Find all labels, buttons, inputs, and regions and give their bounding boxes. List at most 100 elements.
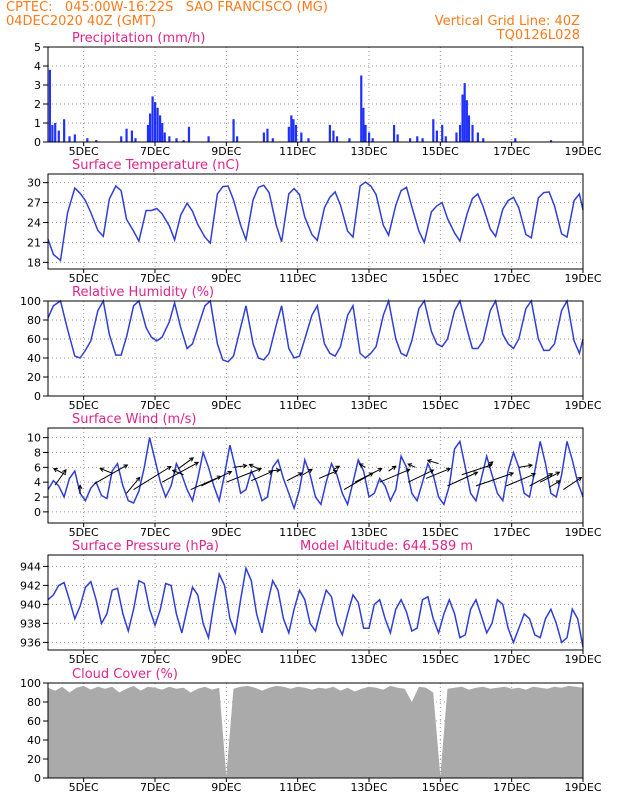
x-tick-label: 17DEC (493, 145, 530, 158)
wind-arrow-head (429, 469, 435, 474)
wind-arrow (318, 469, 339, 479)
y-tick-label: 20 (27, 753, 41, 766)
header-station: CPTEC: 045:00W-16:22S SAO FRANCISCO (MG) (6, 0, 328, 15)
x-tick-label: 17DEC (493, 272, 530, 285)
x-tick-label: 17DEC (493, 653, 530, 666)
wind-arrow-head (171, 469, 177, 474)
y-tick-label: 21 (27, 236, 41, 249)
precip-bar (368, 132, 371, 142)
x-tick-label: 13DEC (350, 399, 387, 412)
x-tick-label: 7DEC (140, 526, 170, 539)
precip-bar (51, 124, 54, 142)
wind-arrow (269, 467, 281, 473)
panel-annotation: Model Altitude: 644.589 m (300, 539, 473, 554)
wind-arrow (425, 467, 452, 479)
wind-arrow-shaft (539, 471, 560, 483)
precip-bar (360, 75, 363, 142)
wind-arrow (248, 463, 259, 470)
wind-arrow-head (509, 471, 515, 477)
x-tick-label: 19DEC (564, 526, 601, 539)
precip-bar (262, 132, 265, 142)
wind-arrow (201, 470, 233, 487)
precip-bar (271, 138, 274, 142)
x-tick-label: 17DEC (493, 399, 530, 412)
wind-arrow-head (77, 484, 83, 490)
precip-bar (187, 126, 191, 142)
x-tick-label: 15DEC (422, 653, 459, 666)
plot-area (48, 428, 583, 523)
panel-title: Relative Humidity (%) (72, 285, 214, 300)
precip-bar (151, 96, 154, 142)
wind-arrow-shaft (447, 471, 478, 487)
x-tick-label: 7DEC (140, 653, 170, 666)
wind-arrow-shaft (201, 471, 232, 487)
precip-bar (163, 132, 166, 142)
plot-area (48, 301, 583, 396)
wind-arrow-head (391, 465, 397, 470)
precip-bar (158, 115, 162, 142)
precip-bar (54, 123, 57, 142)
wind-arrow-shaft (249, 463, 259, 470)
wind-arrow-head (333, 469, 339, 475)
plot-frame (47, 300, 584, 397)
x-tick-label: 7DEC (140, 145, 170, 158)
x-tick-label: 19DEC (564, 781, 601, 794)
wind-arrow-shaft (133, 466, 172, 491)
precip-bar (292, 119, 295, 142)
y-tick-label: 0 (34, 390, 41, 403)
y-tick-label: 20 (27, 371, 41, 384)
wind-arrow-shaft (54, 469, 67, 486)
precip-bar (207, 136, 210, 142)
wind-arrow (408, 469, 435, 483)
wind-arrow-shaft (563, 477, 582, 491)
wind-arrow-shaft (126, 477, 141, 494)
wind-arrow-shaft (408, 469, 434, 483)
y-tick-label: 2 (34, 491, 41, 504)
wind-arrow-shaft (379, 468, 410, 483)
precip-bar (463, 83, 466, 142)
y-tick-label: 100 (20, 295, 41, 308)
wind-arrow-head (62, 468, 67, 474)
precip-bar (86, 138, 89, 142)
wind-arrow (358, 463, 366, 468)
y-tick-label: 18 (27, 256, 41, 269)
precip-bar (421, 138, 424, 142)
plot-frame (47, 427, 584, 524)
precip-bar (476, 132, 479, 142)
plot-area (48, 174, 583, 269)
x-tick-label: 5DEC (69, 526, 99, 539)
wind-arrow-shaft (233, 465, 247, 468)
y-tick-label: 27 (27, 197, 41, 210)
x-tick-label: 7DEC (140, 399, 170, 412)
wind-arrow (133, 465, 172, 491)
wind-arrow-shaft (318, 470, 338, 479)
precip-bar (461, 94, 464, 142)
panel-title: Surface Wind (m/s) (72, 412, 196, 427)
wind-arrow-shaft (53, 468, 67, 476)
cloud-cover-area (48, 685, 583, 778)
header-grid-line: Vertical Grid Line: 40Z (434, 14, 580, 29)
precip-bar (294, 124, 298, 142)
wind-arrow (506, 472, 537, 487)
precip-bar (57, 130, 60, 142)
wind-arrow-head (446, 467, 452, 472)
precip-bar (455, 132, 458, 142)
y-tick-label: 80 (27, 314, 41, 327)
wind-arrow (426, 459, 439, 465)
y-tick-label: 936 (20, 636, 41, 649)
wind-arrow-head (548, 473, 554, 478)
wind-arrow (379, 468, 411, 483)
x-tick-label: 19DEC (564, 272, 601, 285)
wind-arrow-head (531, 472, 537, 478)
wind-arrow (177, 457, 195, 470)
y-tick-label: 1 (34, 117, 41, 130)
precip-bar (444, 136, 447, 142)
wind-arrow-head (528, 463, 534, 468)
y-tick-label: 3 (34, 79, 41, 92)
wind-arrow-head (52, 467, 58, 473)
plot-area (48, 47, 583, 142)
wind-arrow (563, 476, 583, 491)
precip-bar (441, 124, 444, 142)
precip-bar (125, 128, 128, 142)
plot-frame (47, 682, 584, 779)
